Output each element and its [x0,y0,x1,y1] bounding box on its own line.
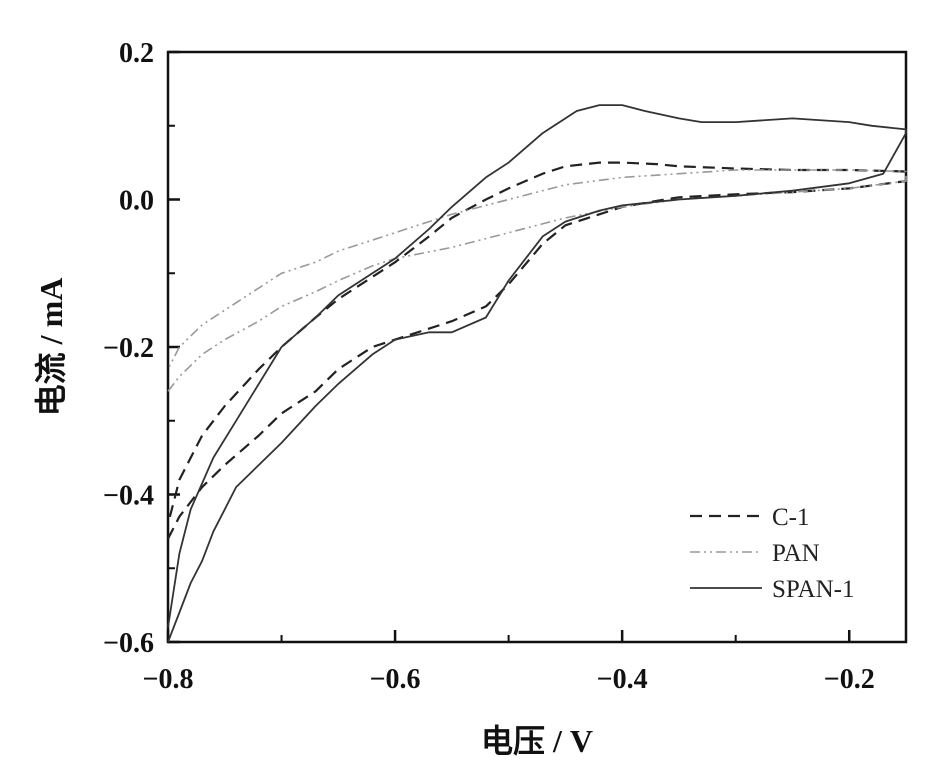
axis-tick-labels: −0.8 −0.6 −0.4 −0.2 −0.6 −0.4 −0.2 0.0 0.2 [103,38,875,695]
series-layer [166,104,908,643]
legend: C-1 PAN SPAN-1 [690,504,854,603]
y-tick-label: −0.2 [103,333,154,364]
series-line-c-1 [166,161,908,540]
x-tick-label: −0.8 [143,664,194,695]
x-tick-label: −0.6 [370,664,421,695]
series-line-pan [167,169,907,392]
series-line-span-1 [167,104,907,643]
x-axis-title: 电压 / V [481,723,593,759]
legend-label: C-1 [772,504,810,531]
legend-label: SPAN-1 [772,576,854,603]
x-tick-label: −0.2 [824,664,875,695]
x-tick-label: −0.4 [597,664,648,695]
y-tick-label: 0.2 [119,38,154,69]
y-tick-label: −0.6 [103,628,154,659]
y-axis-title: 电流 / mA [33,278,69,417]
y-tick-label: −0.4 [103,481,154,512]
legend-label: PAN [772,540,820,567]
y-tick-label: 0.0 [119,186,154,217]
axis-ticks [166,50,851,644]
